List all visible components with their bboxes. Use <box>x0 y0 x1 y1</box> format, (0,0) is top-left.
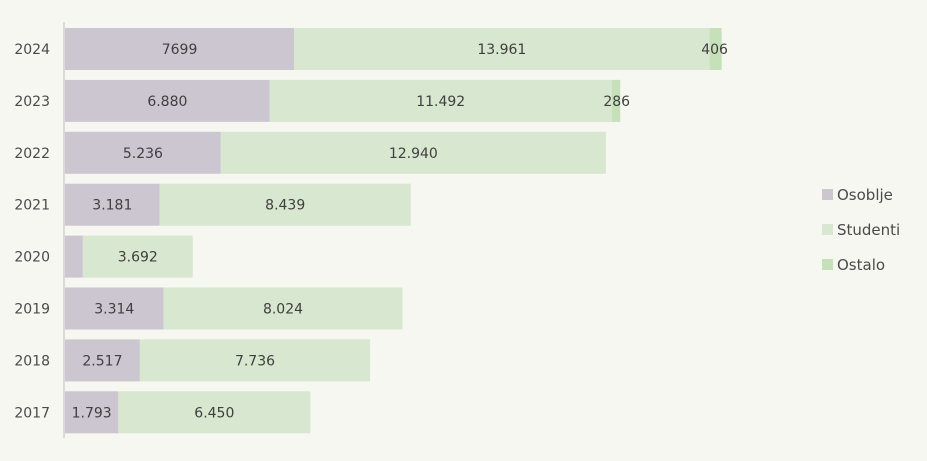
bar-segment-ostalo <box>709 28 722 70</box>
data-label: 3.181 <box>92 198 132 214</box>
bar-segment-osoblje <box>65 287 164 330</box>
data-label: 7699 <box>162 42 198 58</box>
data-label: 8.024 <box>263 302 303 318</box>
data-label: 1.793 <box>72 405 112 421</box>
bar-segment-studenti <box>220 131 606 174</box>
y-tick-label: 2022 <box>14 146 50 162</box>
bar-segment-studenti <box>118 391 311 434</box>
data-label: 7.736 <box>235 353 275 369</box>
legend-swatch-ostalo <box>822 259 833 270</box>
bar-segment-studenti <box>163 287 403 330</box>
y-tick-label: 2018 <box>14 353 50 369</box>
bar-segment-osoblje <box>65 183 160 226</box>
bar-segment-osoblje <box>65 235 83 278</box>
bar-segment-studenti <box>82 235 193 278</box>
y-tick-label: 2019 <box>14 302 50 318</box>
bar-segment-osoblje <box>65 131 221 174</box>
data-label: 12.940 <box>389 146 438 162</box>
bar-segment-osoblje <box>65 339 140 382</box>
legend-swatch-osoblje <box>822 189 833 200</box>
bar-segment-osoblje <box>65 28 295 70</box>
y-tick-label: 2023 <box>14 94 50 110</box>
bar-segment-osoblje <box>65 79 270 122</box>
bar-segment-studenti <box>269 79 612 122</box>
y-tick-label: 2021 <box>14 198 50 214</box>
data-label: 6.880 <box>147 94 187 110</box>
legend-swatch-studenti <box>822 224 833 235</box>
data-label: 406 <box>701 42 728 58</box>
legend-label: Studenti <box>837 221 900 239</box>
bar-segment-studenti <box>294 28 710 70</box>
bar-segment-ostalo <box>611 79 621 122</box>
data-label: 13.961 <box>477 42 526 58</box>
data-label: 2.517 <box>82 353 122 369</box>
legend-label: Osoblje <box>837 186 893 204</box>
data-label: 8.439 <box>265 198 305 214</box>
y-tick-label: 2024 <box>14 42 50 58</box>
bar-segment-studenti <box>159 183 411 226</box>
data-label: 3.314 <box>94 302 134 318</box>
data-label: 5.236 <box>123 146 163 162</box>
y-tick-label: 2020 <box>14 250 50 266</box>
data-label: 286 <box>603 94 630 110</box>
bar-segment-studenti <box>139 339 371 382</box>
data-label: 6.450 <box>194 405 234 421</box>
data-label: 11.492 <box>416 94 465 110</box>
bar-segment-osoblje <box>65 391 119 434</box>
legend-label: Ostalo <box>837 256 885 274</box>
data-label: 3.692 <box>118 250 158 266</box>
y-tick-label: 2017 <box>14 405 50 421</box>
